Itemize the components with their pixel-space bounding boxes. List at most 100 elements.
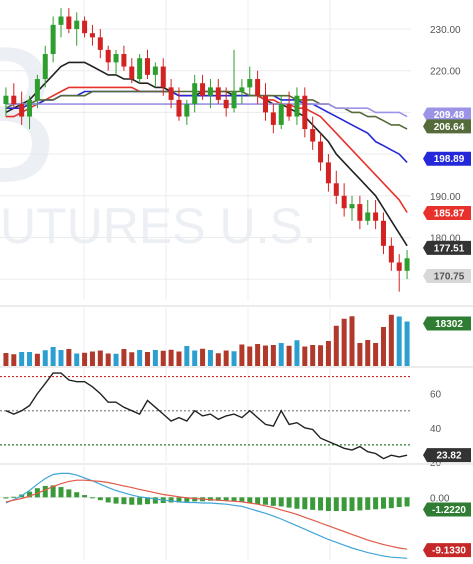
macd-histogram-bar [318, 497, 324, 511]
macd-histogram-bar [145, 497, 151, 505]
candle-body [255, 79, 261, 96]
candle-body [270, 112, 276, 125]
price-tag: 185.87 [423, 205, 471, 220]
volume-bar [255, 344, 261, 366]
price-tag: 170.75 [423, 269, 471, 284]
volume-bar [286, 345, 292, 366]
macd-signal-tag: -9.1330 [423, 543, 471, 558]
volume-bar [121, 349, 127, 366]
price-tick-label: 230.00 [430, 25, 461, 36]
macd-histogram-bar [176, 497, 182, 503]
price-tag-bg [423, 151, 471, 166]
volume-bar [82, 352, 88, 366]
macd-histogram-bar [42, 485, 48, 498]
volume-bar [247, 346, 253, 366]
volume-bar [373, 343, 379, 366]
volume-bar [19, 352, 25, 366]
volume-bar [160, 350, 166, 366]
macd-histogram-bar [215, 497, 221, 501]
candle-body [310, 129, 316, 142]
price-tag: 198.89 [423, 151, 471, 166]
macd-histogram-bar [333, 497, 339, 512]
candle-body [89, 33, 95, 38]
price-tag: 209.48 [423, 107, 471, 122]
candle-body [145, 58, 151, 75]
macd-histogram-bar [302, 497, 308, 510]
macd-histogram-bar [373, 497, 379, 510]
candle-body [404, 258, 410, 271]
oscillator-tag-label: 23.82 [436, 451, 461, 462]
candle-body [19, 104, 25, 117]
moving-average-line [5, 90, 408, 130]
candle-body [247, 79, 253, 88]
price-tag-bg [423, 269, 471, 284]
macd-histogram-bar [89, 497, 95, 499]
moving-average-line [5, 103, 408, 118]
macd-histogram-bar [121, 497, 127, 505]
candle-body [168, 87, 174, 100]
price-tag-bg [423, 240, 471, 255]
macd-histogram-bar [168, 497, 174, 503]
volume-bar [231, 351, 237, 366]
candle-body [223, 99, 229, 109]
volume-bar [184, 346, 190, 366]
macd-histogram-bar [129, 497, 135, 505]
candle-body [74, 20, 80, 30]
price-tag-bg [423, 107, 471, 122]
price-tag-label: 206.64 [434, 122, 465, 133]
volume-bar [152, 350, 158, 366]
macd-histogram-bar [3, 497, 9, 499]
volume-bar [278, 343, 284, 366]
volume-bar [192, 350, 198, 366]
candle-body [184, 104, 190, 117]
macd-histogram-bar [105, 497, 111, 503]
price-tag-bg [423, 205, 471, 220]
candle-body [152, 66, 158, 75]
oscillator-line [5, 372, 408, 460]
candle-body [160, 66, 166, 88]
candle-body [396, 262, 402, 271]
macd-histogram-bar [231, 497, 237, 502]
price-tag: 177.51 [423, 240, 471, 255]
volume-bar [404, 321, 410, 366]
macd-histogram-bar [357, 497, 363, 511]
volume-bar [302, 346, 308, 366]
macd-histogram-bar [310, 497, 316, 510]
macd-histogram-bar [270, 497, 276, 506]
volume-bar [58, 350, 64, 366]
candle-body [176, 99, 182, 117]
volume-bar [168, 349, 174, 366]
volume-bar [50, 347, 56, 366]
price-tag-label: 198.89 [434, 154, 465, 165]
volume-bar [215, 353, 221, 366]
candle-body [58, 16, 64, 25]
price-tag-label: 185.87 [434, 208, 465, 219]
volume-bar [365, 340, 371, 366]
candle-body [11, 95, 17, 105]
price-tick-label: 190.00 [430, 192, 461, 203]
macd-histogram-bar [255, 497, 261, 505]
volume-bar [137, 350, 143, 366]
volume-bar [223, 350, 229, 366]
macd-histogram-bar [247, 497, 253, 504]
oscillator-tag: 23.82 [423, 448, 471, 463]
macd-line [5, 479, 408, 550]
candle-body [82, 20, 88, 34]
volume-tag-bg [423, 316, 471, 331]
candle-body [34, 79, 40, 100]
volume-bar [89, 351, 95, 366]
volume-bar [34, 353, 40, 366]
macd-histogram-bar [388, 497, 394, 509]
candle-body [200, 83, 206, 96]
macd-histogram-bar [262, 497, 268, 505]
macd-histogram-bar [97, 497, 103, 501]
price-tag-bg [423, 119, 471, 134]
macd-histogram-bar [11, 496, 17, 498]
candle-body [373, 212, 379, 221]
volume-bar [74, 353, 80, 366]
candle-body [113, 54, 119, 63]
candle-body [325, 162, 331, 184]
candle-body [286, 104, 292, 117]
volume-tag-label: 18302 [435, 319, 463, 330]
